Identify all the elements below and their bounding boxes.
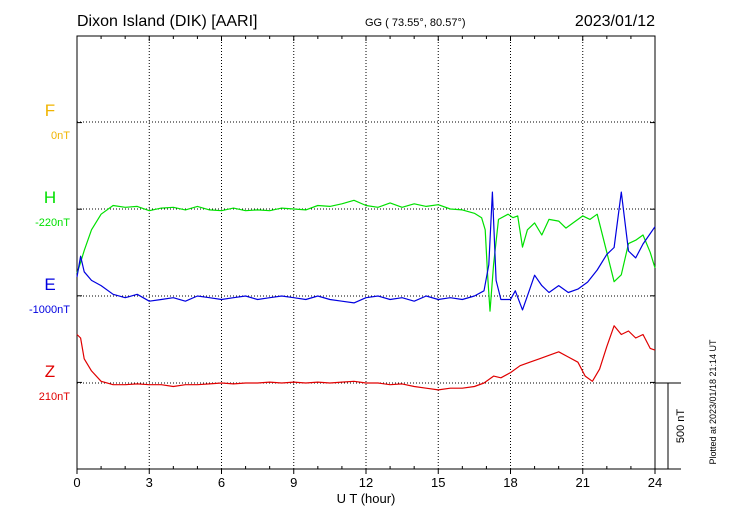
series-baseline-label-z: 210nT: [39, 391, 70, 403]
series-name-z: Z: [45, 362, 55, 381]
series-line-h: [76, 199, 656, 312]
plot-date: 2023/01/12: [575, 13, 655, 30]
station-title: Dixon Island (DIK) [AARI]: [77, 13, 258, 30]
series-labels: F 0nT H -220nT E -1000nT Z 210nT: [29, 101, 70, 403]
grid-lines: [77, 36, 655, 469]
x-tick-label: 9: [290, 475, 297, 490]
x-tick-label: 15: [431, 475, 445, 490]
x-tick-label: 3: [146, 475, 153, 490]
axis-ticks: 0 3 6 9 12 15 18 21 24: [73, 36, 662, 490]
series-name-h: H: [44, 188, 56, 207]
series-name-e: E: [44, 275, 55, 294]
x-tick-label: 18: [503, 475, 517, 490]
series-lines: [76, 191, 656, 391]
x-tick-label: 21: [576, 475, 590, 490]
series-baseline-label-h: -220nT: [35, 217, 70, 229]
series-line-z: [76, 325, 656, 391]
series-baseline-label-f: 0nT: [51, 130, 70, 142]
x-axis-label: U T (hour): [337, 491, 396, 506]
series-name-f: F: [45, 101, 55, 120]
x-tick-label: 24: [648, 475, 662, 490]
plotted-timestamp: Plotted at 2023/01/18 21:14 UT: [708, 339, 718, 465]
x-tick-label: 12: [359, 475, 373, 490]
scale-bar-label: 500 nT: [675, 409, 687, 444]
x-tick-label: 0: [73, 475, 80, 490]
series-line-e: [76, 191, 656, 311]
x-tick-label: 6: [218, 475, 225, 490]
series-baseline-label-e: -1000nT: [29, 304, 70, 316]
station-coords: GG ( 73.55°, 80.57°): [365, 17, 466, 29]
